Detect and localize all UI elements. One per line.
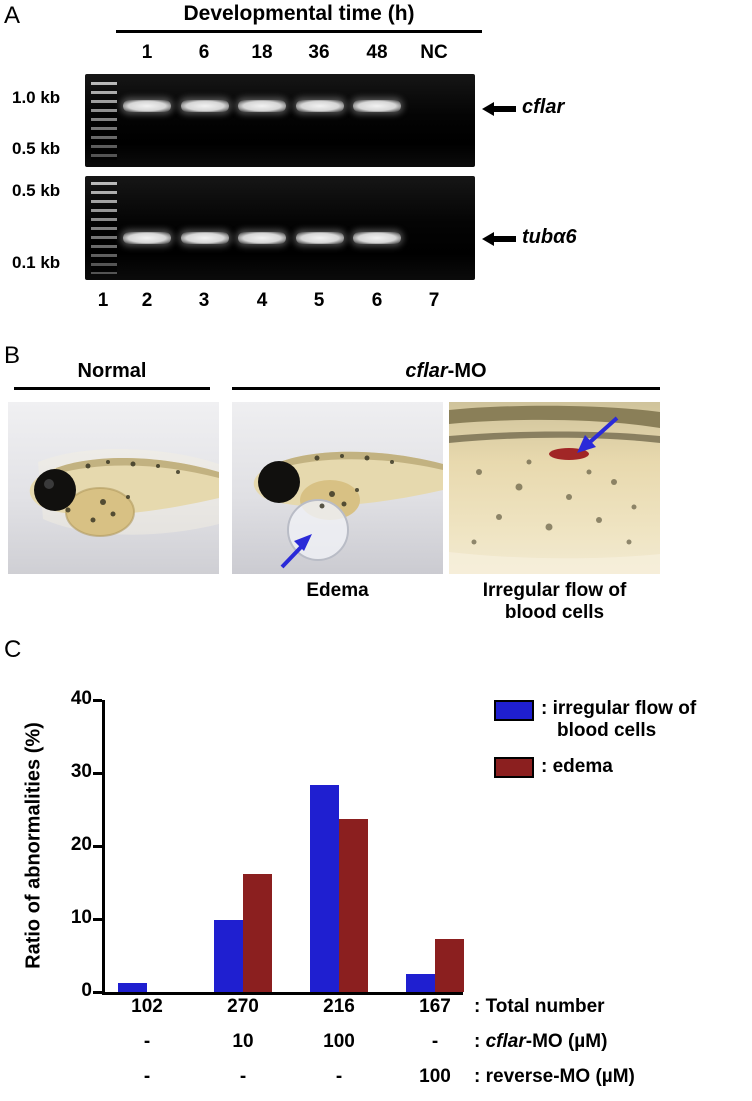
y-axis-tick-label: 30	[70, 761, 92, 782]
cflar-mo-cell: 10	[232, 1031, 254, 1052]
panel-a-title: Developmental time (h)	[116, 2, 482, 33]
total-number-cell: 216	[323, 996, 355, 1017]
embryo-eye	[34, 469, 76, 511]
size-marker: 1.0 kb	[12, 88, 61, 107]
bar-flow-group4	[406, 974, 435, 992]
edema-caption: Edema	[306, 580, 369, 601]
total-number-cell: 270	[227, 996, 259, 1017]
y-axis-tick-label: 0	[81, 980, 92, 1001]
bar-edema-group2	[243, 874, 272, 992]
embryo-eye	[258, 461, 300, 503]
gel-band	[180, 232, 229, 244]
lane-header: 36	[308, 42, 330, 63]
reverse-mo-cell: -	[335, 1066, 343, 1087]
blood-flow-photo	[449, 402, 660, 574]
y-axis-tick-mark	[93, 771, 102, 775]
panel-c-label: C	[4, 636, 22, 663]
gel-band	[123, 232, 171, 244]
gel-band	[238, 232, 286, 244]
bar-flow-group1	[118, 983, 147, 992]
gel-band	[353, 232, 401, 244]
panel-b-label: B	[4, 342, 21, 369]
lane-number: 5	[313, 290, 325, 311]
cflar-mo-cell: -	[143, 1031, 151, 1052]
ladder-lane	[91, 82, 117, 160]
cflar-mo-row-label-italic: cflar	[485, 1031, 526, 1052]
gene-label-tuba6: tubα6	[522, 226, 577, 248]
gel-image-tuba6	[85, 176, 475, 280]
gel-band	[353, 100, 401, 112]
cflar-mo-row-label-suffix: -MO (µM)	[525, 1031, 608, 1052]
normal-heading: Normal	[14, 360, 210, 390]
edema-arrow-icon	[280, 534, 312, 569]
y-axis-tick-label: 40	[70, 688, 92, 709]
legend-label-flow-line2: blood cells	[557, 720, 657, 741]
total-number-row-label: : Total number	[474, 996, 605, 1017]
size-marker: 0.5 kb	[12, 181, 61, 200]
lane-header: NC	[420, 42, 448, 63]
cflar-mo-row-label: : cflar-MO (µM)	[474, 1031, 607, 1053]
size-marker: 0.1 kb	[12, 253, 61, 272]
y-axis-tick-label: 20	[70, 834, 92, 855]
left-arrow-icon	[482, 102, 516, 116]
reverse-mo-cell: -	[239, 1066, 247, 1087]
ladder-lane	[91, 182, 117, 274]
bar-edema-group4	[435, 939, 464, 992]
legend-swatch-edema	[494, 757, 534, 778]
edema-embryo-photo	[232, 402, 443, 574]
gel-image-cflar	[85, 74, 475, 167]
bar-flow-group3	[310, 785, 339, 992]
lane-number: 3	[198, 290, 210, 311]
blood-flow-arrow-icon	[577, 416, 619, 453]
cflar-mo-row-label-prefix: :	[474, 1031, 486, 1052]
legend-swatch-flow	[494, 700, 534, 721]
y-axis-label: Ratio of abnormalities (%)	[22, 722, 45, 969]
gel-band	[123, 100, 171, 112]
lane-number: 7	[428, 290, 440, 311]
lane-number: 1	[97, 290, 109, 311]
lane-header: 1	[141, 42, 153, 63]
legend-label-flow-line1: : irregular flow of	[541, 698, 697, 719]
flow-caption-line2: blood cells	[504, 602, 605, 623]
legend-label-edema: : edema	[541, 756, 613, 777]
cflar-mo-heading: cflar-MO	[232, 360, 660, 390]
lane-number: 6	[371, 290, 383, 311]
gel-band	[238, 100, 286, 112]
gel-band	[295, 232, 344, 244]
lane-number: 4	[256, 290, 268, 311]
panel-a-label: A	[4, 2, 21, 29]
gene-label-cflar: cflar	[522, 96, 565, 118]
total-number-cell: 102	[131, 996, 163, 1017]
cflar-mo-heading-italic: cflar	[405, 360, 448, 382]
y-axis-tick-label: 10	[70, 907, 92, 928]
cflar-mo-cell: 100	[323, 1031, 355, 1052]
y-axis-tick-mark	[93, 844, 102, 848]
lane-number: 2	[141, 290, 153, 311]
gel-band	[295, 100, 344, 112]
y-axis-tick-mark	[93, 990, 102, 994]
flow-caption-line1: Irregular flow of	[482, 580, 627, 601]
y-axis-tick-mark	[93, 698, 102, 702]
total-number-cell: 167	[419, 996, 451, 1017]
y-axis-tick-mark	[93, 917, 102, 921]
bar-flow-group2	[214, 920, 243, 992]
cflar-mo-cell: -	[431, 1031, 439, 1052]
bar-chart-plot-area	[102, 700, 464, 995]
lane-header: 6	[198, 42, 210, 63]
reverse-mo-cell: -	[143, 1066, 151, 1087]
reverse-mo-cell: 100	[419, 1066, 451, 1087]
gel-band	[180, 100, 229, 112]
lane-header: 18	[251, 42, 273, 63]
size-marker: 0.5 kb	[12, 139, 61, 158]
normal-embryo-photo	[8, 402, 219, 574]
cflar-mo-heading-rest: -MO	[447, 360, 487, 382]
bar-edema-group3	[339, 819, 368, 992]
lane-header: 48	[366, 42, 388, 63]
left-arrow-icon	[482, 232, 516, 246]
reverse-mo-row-label: : reverse-MO (µM)	[474, 1066, 635, 1087]
